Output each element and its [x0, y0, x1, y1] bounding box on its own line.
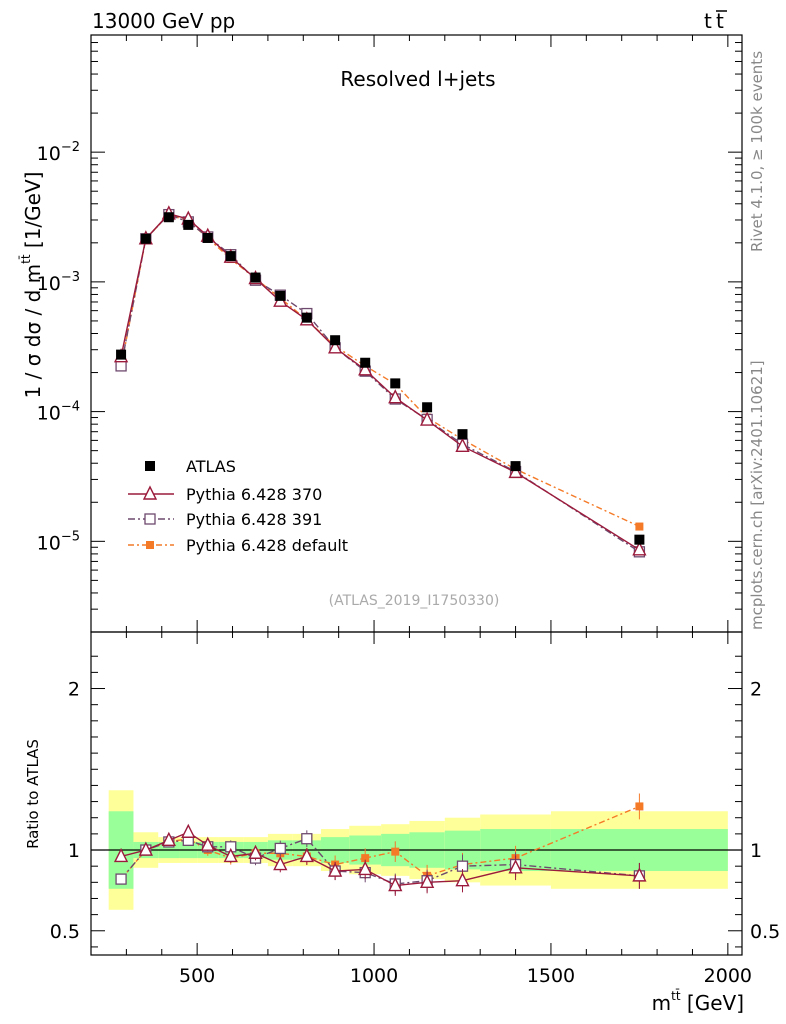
data-point: [250, 272, 261, 283]
data-point: [183, 219, 194, 230]
series-line-0: [120, 212, 640, 551]
legend-marker-1: [144, 513, 156, 525]
ratio-y-axis-label: Ratio to ATLAS: [24, 739, 42, 849]
header-process: 13000 GeV pp: [92, 9, 235, 33]
ratio-point-0: [248, 844, 263, 859]
data-point: [390, 378, 401, 389]
y-tick-label: 10−4: [37, 400, 80, 425]
legend: ATLAS Pythia 6.428 370 Pythia 6.428 391 Pyt…: [128, 457, 348, 555]
series-point-0: [358, 361, 373, 376]
ratio-line-2: [120, 805, 640, 880]
ratio-line-0: [120, 831, 640, 887]
data-point: [225, 251, 236, 262]
data-point: [116, 349, 127, 360]
main-panel: 10−5 10−4 10−3 10−2: [37, 34, 743, 633]
x-tick-label: 500: [179, 965, 215, 987]
legend-marker-2: [146, 541, 154, 549]
data-point: [457, 429, 468, 440]
ratio-point-0: [138, 841, 153, 856]
ratio-panel: 500 1000 1500 2000 0.5 0.5 1 1 2 2: [50, 35, 780, 987]
ratio-y-tick-label-right: 2: [750, 679, 762, 701]
ratio-line-1: [120, 837, 640, 885]
ratio-frame: [90, 631, 743, 956]
ratio-y-tick-label: 0.5: [50, 921, 80, 943]
data-point: [634, 534, 645, 545]
series-point-0: [327, 339, 343, 354]
x-tick-label: 1500: [527, 965, 575, 987]
ratio-point-0: [299, 847, 314, 863]
ratio-point-1: [301, 833, 313, 845]
chart-title: Resolved l+jets: [340, 67, 495, 91]
series-point-0: [455, 437, 470, 453]
ratio-point-0: [113, 847, 129, 863]
data-point: [163, 212, 174, 223]
data-point: [330, 335, 341, 346]
series-point-0: [508, 463, 523, 479]
series-point-0: [388, 389, 403, 404]
series-line-2: [120, 213, 640, 528]
legend-marker-0: [142, 485, 158, 500]
series-line-1: [120, 213, 640, 553]
ratio-point-0: [455, 872, 470, 887]
data-point: [202, 232, 213, 243]
series-point-2: [635, 522, 644, 531]
ratio-point-0: [388, 876, 403, 892]
data-point: [140, 233, 151, 244]
legend-label-data: ATLAS: [186, 457, 236, 476]
ratio-point-1: [115, 873, 127, 885]
analysis-tag: (ATLAS_2019_I1750330): [329, 593, 500, 609]
x-tick-label: 1000: [350, 965, 398, 987]
data-point: [275, 290, 286, 301]
x-axis-label: mtt̄ [GeV]: [652, 989, 744, 1015]
y-tick-label: 10−5: [37, 529, 80, 554]
data-point: [301, 312, 312, 323]
legend-label-1: Pythia 6.428 391: [186, 510, 322, 529]
ratio-point-2: [391, 847, 400, 856]
series-point-0: [632, 541, 647, 556]
ratio-point-0: [508, 859, 523, 874]
ratio-y-tick-label-right: 0.5: [750, 921, 780, 943]
ratio-point-0: [419, 873, 435, 889]
ratio-point-0: [273, 855, 288, 871]
ratio-point-2: [635, 802, 644, 811]
series-point-1: [115, 360, 127, 372]
ratio-point-0: [327, 862, 343, 877]
ratio-y-tick-label: 2: [68, 679, 80, 701]
svg-text:t: t: [704, 9, 712, 33]
ratio-point-0: [223, 847, 238, 863]
data-point: [360, 357, 371, 368]
rivet-version-label: Rivet 4.1.0, ≥ 100k events: [748, 51, 766, 252]
ratio-point-2: [361, 854, 370, 863]
legend-label-2: Pythia 6.428 default: [186, 536, 348, 555]
ratio-y-tick-label-right: 1: [750, 840, 762, 862]
data-point: [422, 402, 433, 413]
legend-label-0: Pythia 6.428 370: [186, 485, 322, 504]
ratio-y-tick-label: 1: [68, 840, 80, 862]
ratio-point-1: [274, 842, 286, 855]
series-point-0: [419, 411, 435, 426]
y-tick-label: 10−3: [37, 270, 80, 295]
y-tick-label: 10−2: [37, 140, 80, 165]
mcplots-source-label: mcplots.cern.ch [arXiv:2401.10621]: [748, 360, 766, 630]
ratio-point-0: [632, 867, 647, 882]
header-ttbar-label: t t: [704, 9, 727, 33]
ratio-point-0: [161, 831, 176, 847]
data-point: [510, 461, 521, 472]
ratio-point-0: [200, 836, 215, 851]
x-tick-label: 2000: [704, 965, 752, 987]
legend-marker-data: [145, 461, 155, 471]
svg-text:t: t: [716, 9, 724, 33]
y-axis-label: 1 / σ dσ / d mtt̄ [1/GeV]: [19, 172, 45, 399]
ratio-point-0: [181, 823, 196, 838]
ratio-point-0: [358, 860, 373, 876]
